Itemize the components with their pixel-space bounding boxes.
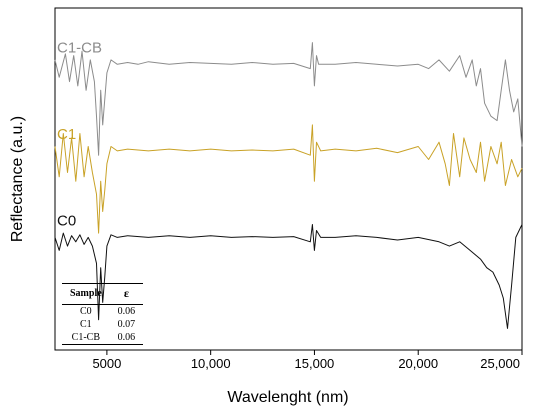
plot-frame [54,7,523,351]
x-tick-label: 25,000 [480,356,520,371]
table-header-row: Sample ε [62,283,144,305]
table-header-sample: Sample [62,283,110,305]
x-tick-label: 10,000 [191,356,231,371]
table-cell-sample: C1-CB [62,331,110,345]
x-axis-title: Wavelenght (nm) [227,389,348,406]
series-layer [54,42,523,329]
y-axis-title: Reflectance (a.u.) [9,116,26,242]
table-cell-epsilon: 0.07 [117,319,136,330]
table-row: C0 0.06 [62,305,143,319]
table-row: C1 0.07 [62,318,143,331]
table-cell-sample: C1 [80,319,92,330]
series-label-layer: C1-CB C1 C0 [57,39,102,229]
table-header-epsilon: ε [109,283,144,305]
emissivity-table: Sample ε C0 0.06 C1 0.07 C1-CB 0.06 [62,283,144,345]
series-line-c0 [54,224,523,329]
series-label-c1-cb: C1-CB [57,39,102,56]
table-cell-epsilon: 0.06 [117,306,136,317]
x-tick-label: 20,000 [398,356,438,371]
series-line-c1 [54,124,523,234]
table-row: C1-CB 0.06 [62,331,144,345]
table-cell-sample: C0 [80,306,92,317]
series-line-c1-cb [54,42,523,156]
x-tick-label: 15,000 [295,356,335,371]
table-cell-epsilon: 0.06 [109,331,144,345]
x-tick-label: 5000 [92,356,121,371]
x-tick-layer: 5000 10,000 15,000 20,000 25,000 [92,350,523,371]
series-label-c0: C0 [57,212,76,229]
series-label-c1: C1 [57,126,76,143]
